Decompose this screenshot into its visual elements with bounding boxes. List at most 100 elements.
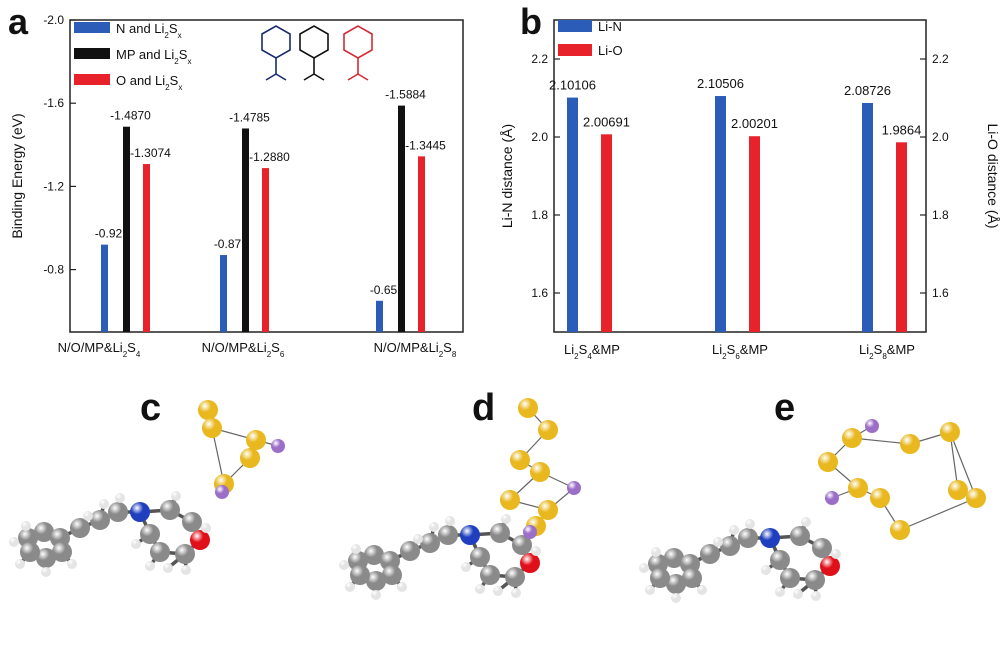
- bar-value-label: -1.2880: [249, 150, 290, 164]
- carbon-atom: [182, 512, 202, 532]
- hydrogen-atom: [339, 560, 349, 570]
- y-tick-label-right: 1.6: [932, 286, 949, 300]
- bar-value-label: -1.4785: [229, 110, 270, 124]
- carbon-atom: [36, 548, 56, 568]
- label-part: 2: [267, 350, 272, 359]
- hydrogen-atom: [345, 582, 355, 592]
- hydrogen-atom: [99, 499, 109, 509]
- hydrogen-atom: [645, 585, 655, 595]
- hydrogen-atom: [831, 549, 841, 559]
- label-part: S: [127, 340, 136, 355]
- hydrogen-atom: [145, 561, 155, 571]
- oxygen-atom: [190, 530, 210, 550]
- hydrogen-atom: [371, 590, 381, 600]
- lithium-atom: [567, 481, 581, 495]
- bond: [949, 431, 977, 499]
- bar: [418, 156, 425, 332]
- binding-energy-chart: Binding Energy (eV) -0.8 -1.2 -1.6 -2.0 -0.…: [9, 13, 464, 359]
- legend-swatch: [74, 48, 110, 59]
- plot-frame: [553, 19, 927, 333]
- panel-label-b: b: [520, 1, 542, 42]
- bar-value-label: 2.00691: [583, 114, 630, 129]
- hydrogen-atom: [181, 565, 191, 575]
- bar: [376, 300, 383, 332]
- carbon-atom: [52, 542, 72, 562]
- sulfur-atom: [948, 480, 968, 500]
- carbon-atom: [780, 568, 800, 588]
- carbon-atom: [175, 544, 195, 564]
- legend-label: MP and Li2Sx: [116, 47, 191, 66]
- legend-label: Li-O: [598, 43, 623, 58]
- sulfur-atom: [940, 422, 960, 442]
- y-tick-label: -2.0: [43, 13, 64, 27]
- lithium-atom: [523, 525, 537, 539]
- legend-label: Li-N: [598, 19, 622, 34]
- carbon-atom: [366, 571, 386, 591]
- legend-swatch: [558, 20, 592, 32]
- x-category-label: Li2S6&MP: [712, 342, 768, 361]
- label-part: 4: [587, 352, 592, 361]
- carbon-atom: [480, 565, 500, 585]
- y-tick-label-right: 2.0: [932, 130, 949, 144]
- hydrogen-atom: [493, 586, 503, 596]
- legend-label: O and Li2Sx: [116, 73, 182, 92]
- hydrogen-atom: [445, 516, 455, 526]
- carbon-atom: [805, 570, 825, 590]
- bar-value-label: 2.10506: [697, 76, 744, 91]
- hydrogen-atom: [201, 523, 211, 533]
- label-part: 2: [869, 352, 874, 361]
- sulfur-atom: [246, 430, 266, 450]
- hydrogen-atom: [131, 539, 141, 549]
- label-part: 6: [735, 352, 740, 361]
- label-part: O and Li: [116, 73, 165, 88]
- label-part: Li: [859, 342, 869, 357]
- label-part: 2: [574, 352, 579, 361]
- label-part: 2: [164, 31, 169, 40]
- label-part: x: [178, 31, 182, 40]
- x-category-label: N/O/MP&Li2S8: [374, 340, 457, 359]
- label-part: &MP: [740, 342, 768, 357]
- bar: [398, 105, 405, 333]
- molecule-model: [818, 419, 986, 540]
- label-part: 2: [722, 352, 727, 361]
- hydrogen-atom: [413, 534, 423, 544]
- carbon-atom: [490, 523, 510, 543]
- label-part: 8: [882, 352, 887, 361]
- hydrogen-atom: [15, 559, 25, 569]
- bar: [143, 164, 150, 332]
- label-part: N/O/MP&Li: [58, 340, 123, 355]
- label-part: Li: [564, 342, 574, 357]
- y-tick-label-left: 1.6: [531, 286, 548, 300]
- lithium-atom: [825, 491, 839, 505]
- bar: [862, 102, 873, 332]
- bar-value-label: -0.87: [214, 237, 242, 251]
- label-part: N/O/MP&Li: [202, 340, 267, 355]
- sulfur-atom: [890, 520, 910, 540]
- sulfur-atom: [538, 420, 558, 440]
- carbon-atom: [720, 536, 740, 556]
- oxygen-atom: [520, 553, 540, 573]
- hydrogen-atom: [501, 514, 511, 524]
- label-part: 2: [174, 57, 179, 66]
- x-category-label: Li2S4&MP: [564, 342, 620, 361]
- carbon-atom: [350, 565, 370, 585]
- hydrogen-atom: [713, 537, 723, 547]
- molecule-model: [339, 514, 541, 600]
- carbon-atom: [470, 547, 490, 567]
- hydrogen-atom: [67, 559, 77, 569]
- label-part: MP and Li: [116, 47, 174, 62]
- bar: [220, 255, 227, 332]
- y-tick-label-left: 2.2: [531, 52, 548, 66]
- bar-value-label: -1.3074: [130, 146, 171, 160]
- label-part: S: [169, 21, 178, 36]
- hydrogen-atom: [745, 519, 755, 529]
- hydrogen-atom: [775, 587, 785, 597]
- label-part: N and Li: [116, 21, 165, 36]
- y-axis-title-right: Li-O distance (Å): [985, 123, 1000, 228]
- carbon-atom: [682, 568, 702, 588]
- sulfur-atom: [900, 434, 920, 454]
- bar: [715, 96, 726, 332]
- y-tick-label: -0.8: [43, 263, 64, 277]
- label-part: Li: [712, 342, 722, 357]
